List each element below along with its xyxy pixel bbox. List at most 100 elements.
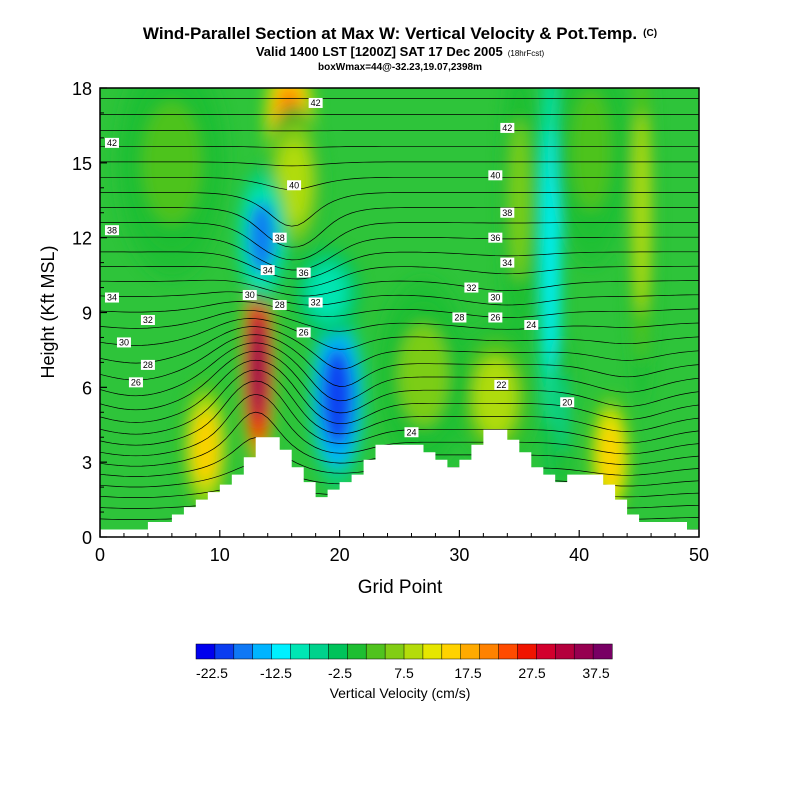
y-tick-label: 0 [82, 528, 92, 548]
svg-text:26: 26 [490, 313, 500, 323]
velocity-cell [473, 356, 517, 438]
contour-label: 30 [242, 290, 257, 300]
svg-text:24: 24 [406, 427, 416, 437]
isentrope-line [100, 301, 699, 318]
contour-label: 28 [140, 359, 155, 370]
svg-text:20: 20 [562, 398, 572, 408]
contour-label: 32 [464, 282, 479, 293]
isentrope-line [100, 326, 699, 370]
isentrope-line [100, 318, 699, 350]
svg-text:28: 28 [143, 360, 153, 370]
chart-title: Wind-Parallel Section at Max W: Vertical… [143, 24, 657, 43]
contour-label: 40 [488, 170, 503, 181]
contour-label: 38 [104, 225, 119, 235]
colorbar-swatch [555, 643, 575, 660]
x-tick-label: 0 [95, 545, 105, 565]
colorbar-swatch [498, 643, 519, 660]
colorbar-swatch [460, 643, 481, 660]
colorbar-swatch [195, 643, 216, 660]
contour-label: 26 [488, 312, 503, 323]
colorbar-swatch [517, 643, 537, 660]
y-tick-label: 12 [72, 229, 92, 249]
x-tick-label: 50 [689, 545, 709, 565]
colorbar-tick-label: -12.5 [260, 665, 292, 681]
isentrope-line [100, 265, 699, 288]
colorbar-swatch [536, 643, 556, 660]
colorbar-tick-label: 37.5 [582, 665, 609, 681]
contour-label: 28 [272, 300, 287, 310]
svg-text:38: 38 [275, 233, 285, 243]
contour-label: 36 [488, 232, 503, 243]
svg-text:28: 28 [454, 313, 464, 323]
plot-area: 42 42 42 40 40 38 38 38 36 36 34 34 34 32 32 32 30 30 30 28… [100, 88, 699, 537]
contour-label: 32 [140, 314, 155, 325]
svg-text:32: 32 [311, 298, 321, 308]
velocity-cell [249, 314, 267, 421]
velocity-cell [248, 201, 276, 275]
isentrope-line [100, 350, 699, 414]
contour-label: 34 [260, 265, 275, 275]
contour-label: 28 [452, 312, 467, 323]
x-tick-label: 30 [449, 545, 469, 565]
colorbar-swatch [347, 643, 367, 660]
y-tick-label: 15 [72, 154, 92, 174]
svg-text:26: 26 [299, 328, 309, 338]
svg-text:30: 30 [119, 338, 129, 348]
svg-text:34: 34 [502, 258, 512, 268]
isentrope-line [100, 222, 699, 261]
isentrope-line [100, 380, 699, 446]
colorbar-tick-label: 27.5 [518, 665, 545, 681]
svg-text:38: 38 [107, 225, 117, 235]
contour-label: 26 [296, 327, 311, 338]
contour-label: 20 [560, 397, 575, 408]
velocity-cell [543, 128, 558, 372]
isentrope-line [100, 309, 699, 332]
svg-text:34: 34 [107, 293, 117, 303]
svg-text:28: 28 [275, 300, 285, 310]
contour-label: 24 [404, 427, 419, 437]
svg-text:26: 26 [131, 378, 141, 388]
contour-label: 26 [128, 377, 143, 388]
velocity-cell [633, 111, 650, 315]
velocity-cell [310, 268, 346, 317]
y-axis: 0 3 6 9 12 15 18 [72, 79, 107, 548]
contour-label: 40 [287, 180, 302, 190]
contour-label: 30 [488, 292, 503, 303]
contour-label: 38 [500, 207, 515, 218]
contour-label: 24 [524, 319, 539, 330]
colorbar-tick-labels: -22.5 -12.5 -2.5 7.5 17.5 27.5 37.5 [196, 665, 610, 681]
colorbar-title: Vertical Velocity (cm/s) [330, 685, 471, 701]
velocity-cell [556, 371, 569, 453]
contour-label: 22 [494, 379, 509, 390]
colorbar-swatch [479, 643, 500, 660]
colorbar-swatch [233, 643, 254, 660]
isentrope-line [100, 393, 699, 457]
isentrope-line [100, 236, 699, 271]
svg-text:34: 34 [263, 265, 273, 275]
terrain-mask [100, 429, 699, 537]
isentrope-line [100, 359, 699, 425]
svg-text:24: 24 [526, 320, 536, 330]
x-tick-label: 10 [210, 545, 230, 565]
svg-text:32: 32 [466, 283, 476, 293]
svg-text:30: 30 [245, 290, 255, 300]
y-tick-label: 3 [82, 453, 92, 473]
colorbar-swatch [214, 643, 235, 660]
isentrope-line [100, 251, 699, 280]
velocity-cell [192, 410, 219, 484]
colorbar-swatch [384, 643, 405, 660]
colorbar [195, 643, 613, 660]
svg-text:40: 40 [289, 180, 299, 190]
y-tick-label: 9 [82, 304, 92, 324]
colorbar-swatch [290, 643, 311, 660]
colorbar-swatch [592, 643, 613, 660]
vertical-velocity-field [115, 88, 657, 520]
colorbar-swatch [573, 643, 594, 660]
contour-labels: 42 42 42 40 40 38 38 38 36 36 34 34 34 32 32 32 30 30 30 28… [104, 97, 575, 437]
svg-text:42: 42 [502, 123, 512, 133]
svg-text:22: 22 [496, 380, 506, 390]
svg-text:38: 38 [502, 208, 512, 218]
isentrope-line [100, 291, 699, 306]
isentrope-line [100, 145, 699, 148]
colorbar-swatch [252, 643, 273, 660]
